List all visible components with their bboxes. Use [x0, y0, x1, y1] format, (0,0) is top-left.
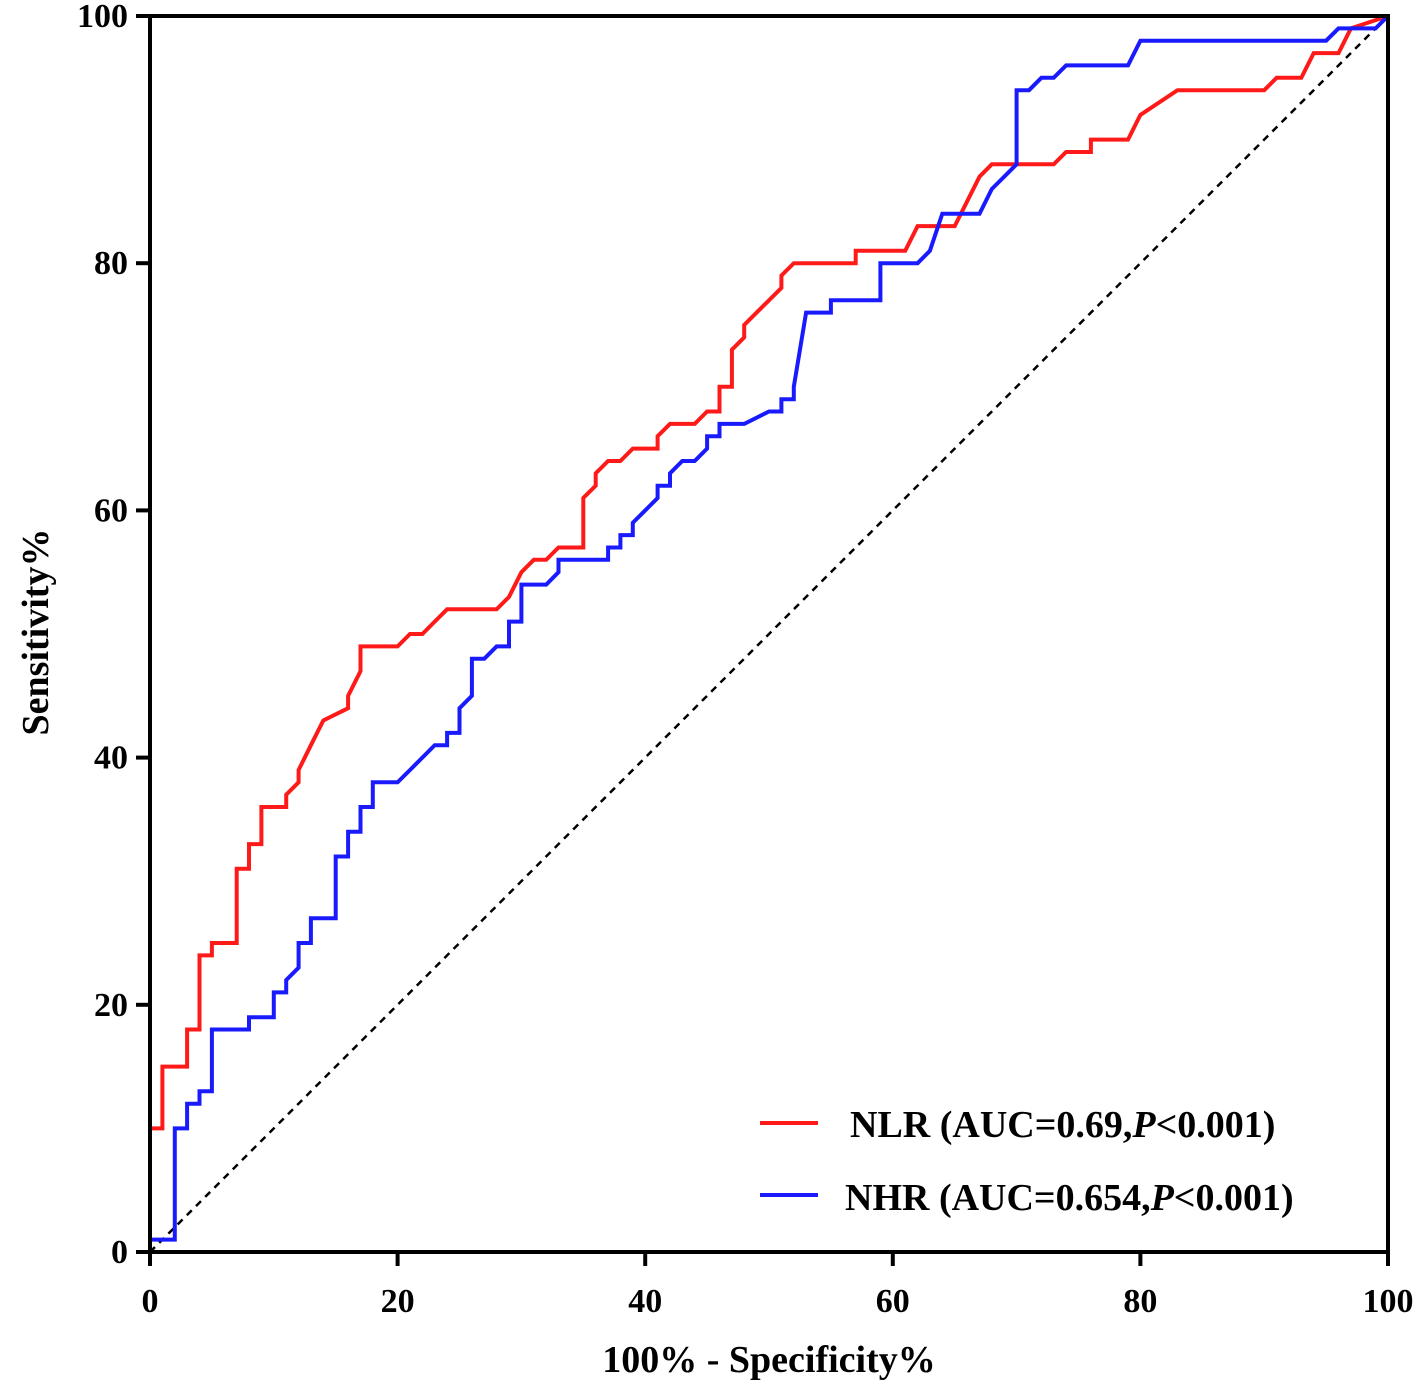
y-tick-label: 60 — [94, 492, 128, 529]
legend-p-nlr: P — [1131, 1104, 1156, 1146]
x-tick-label: 100 — [1363, 1283, 1414, 1320]
x-tick-label: 0 — [142, 1283, 159, 1320]
legend-p-nhr: P — [1150, 1177, 1175, 1219]
x-axis-title: 100% - Specificity% — [602, 1339, 936, 1381]
y-tick-label: 80 — [94, 245, 128, 282]
legend-prefix-nhr: NHR (AUC=0.654, — [845, 1177, 1151, 1219]
y-tick-label: 100 — [77, 0, 128, 35]
legend: NLR (AUC=0.69,P<0.001) NHR (AUC=0.654,P<… — [760, 1104, 1294, 1219]
legend-label-nlr: NLR (AUC=0.69,P<0.001) — [850, 1104, 1275, 1146]
legend-suffix-nlr: <0.001) — [1156, 1104, 1276, 1146]
series-line-nlr — [148, 14, 1389, 1252]
x-tick-label: 40 — [628, 1283, 662, 1320]
chance-reference-line — [149, 15, 1389, 1253]
y-tick-label: 0 — [111, 1234, 128, 1271]
x-tick-label: 20 — [381, 1283, 415, 1320]
ticks: 0 20 40 60 80 100 0 20 40 60 80 100 — [77, 0, 1414, 1320]
plot-area — [148, 14, 1390, 1253]
series-line-nhr — [148, 14, 1390, 1252]
legend-label-nhr: NHR (AUC=0.654,P<0.001) — [845, 1177, 1294, 1219]
x-tick-label: 60 — [876, 1283, 910, 1320]
y-tick-label: 20 — [94, 987, 128, 1024]
legend-suffix-nhr: <0.001) — [1174, 1177, 1294, 1219]
y-axis-title: Sensitivity% — [15, 529, 57, 736]
x-tick-label: 80 — [1123, 1283, 1157, 1320]
y-tick-label: 40 — [94, 740, 128, 777]
legend-prefix-nlr: NLR (AUC=0.69, — [850, 1104, 1132, 1146]
axes — [148, 14, 1390, 1254]
